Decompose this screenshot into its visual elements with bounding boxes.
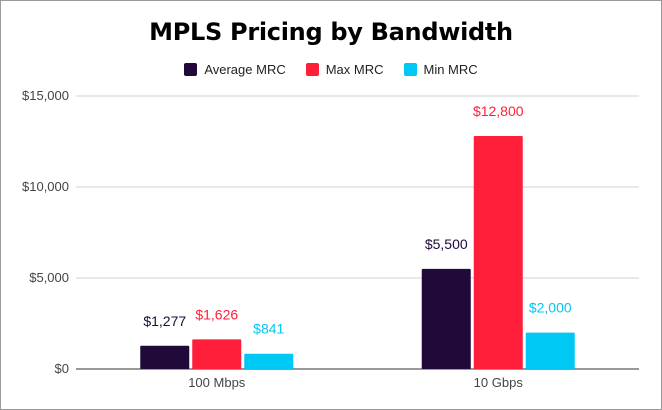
x-tick-label: 10 Gbps xyxy=(474,375,524,390)
data-label: $1,277 xyxy=(143,313,186,329)
data-label: $841 xyxy=(253,321,284,337)
legend-label-average-mrc: Average MRC xyxy=(204,62,286,77)
bar xyxy=(473,136,523,369)
data-label: $2,000 xyxy=(529,300,572,316)
y-tick-label: $15,000 xyxy=(22,88,69,103)
legend-item-min-mrc: Min MRC xyxy=(403,62,478,77)
legend-label-min-mrc: Min MRC xyxy=(423,62,478,77)
chart-title: MPLS Pricing by Bandwidth xyxy=(149,18,513,46)
legend-item-max-mrc: Max MRC xyxy=(305,62,384,77)
legend-item-average-mrc: Average MRC xyxy=(184,62,286,77)
bar xyxy=(244,353,294,369)
legend: Average MRC Max MRC Min MRC xyxy=(1,62,661,77)
bar xyxy=(140,345,190,369)
bar xyxy=(525,332,575,369)
y-tick-label: $5,000 xyxy=(29,270,69,285)
y-tick-label: $10,000 xyxy=(22,179,69,194)
bar xyxy=(421,268,471,369)
data-label: $5,500 xyxy=(425,236,468,252)
data-label: $1,626 xyxy=(195,306,238,322)
bar xyxy=(192,339,242,369)
x-tick-label: 100 Mbps xyxy=(188,375,246,390)
y-tick-label: $0 xyxy=(55,361,69,376)
data-label: $12,800 xyxy=(473,103,524,119)
legend-swatch-max-mrc xyxy=(305,63,319,76)
legend-swatch-min-mrc xyxy=(403,63,417,76)
legend-swatch-average-mrc xyxy=(184,63,198,76)
legend-label-max-mrc: Max MRC xyxy=(325,62,384,77)
